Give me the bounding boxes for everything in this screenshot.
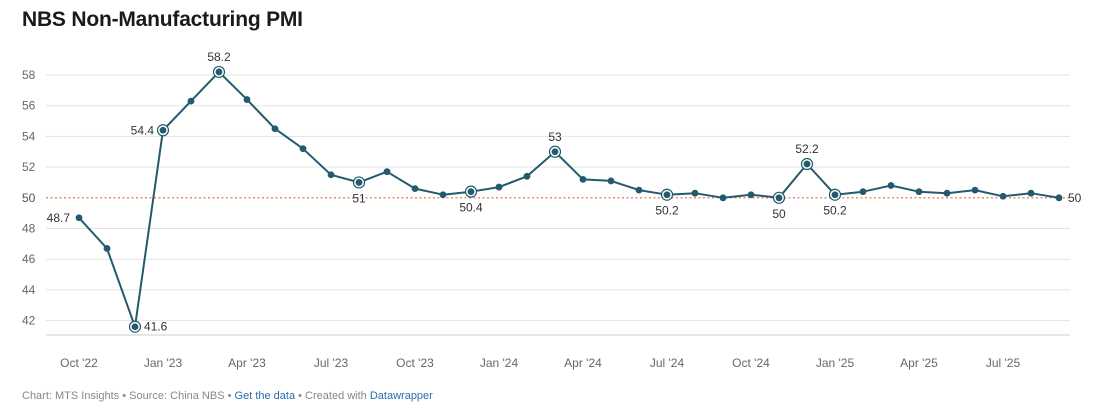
footer-separator: • <box>295 390 305 402</box>
data-point <box>972 187 979 194</box>
x-tick-label: Apr '23 <box>228 356 266 370</box>
data-label: 48.7 <box>47 211 71 225</box>
data-point <box>216 69 223 76</box>
x-tick-label: Oct '24 <box>732 356 770 370</box>
y-tick-label: 46 <box>22 252 36 266</box>
data-point <box>496 184 503 191</box>
x-tick-label: Oct '23 <box>396 356 434 370</box>
data-point <box>832 191 839 198</box>
footer-separator: • <box>119 390 129 402</box>
data-point <box>1028 190 1035 197</box>
y-tick-label: 50 <box>22 191 36 205</box>
data-label: 50.4 <box>459 201 483 215</box>
data-label: 41.6 <box>144 320 168 334</box>
data-label: 50.2 <box>823 204 847 218</box>
data-point <box>328 171 335 178</box>
line-chart: 42 44 46 48 50 52 54 56 58 50 Oct '22 Jan '23 Apr '2… <box>0 0 1095 385</box>
data-point <box>804 161 811 168</box>
series-line <box>79 72 1059 327</box>
get-data-link[interactable]: Get the data <box>235 390 296 402</box>
data-point <box>300 145 307 152</box>
chart-footer: Chart: MTS Insights • Source: China NBS … <box>22 390 433 402</box>
data-point <box>440 191 447 198</box>
y-tick-label: 54 <box>22 129 36 143</box>
data-point <box>664 191 671 198</box>
x-tick-label: Apr '24 <box>564 356 602 370</box>
data-point <box>608 178 615 185</box>
data-point <box>76 214 83 221</box>
data-label: 58.2 <box>207 50 231 64</box>
datawrapper-link[interactable]: Datawrapper <box>370 390 433 402</box>
x-tick-label: Jan '23 <box>144 356 183 370</box>
data-point <box>720 194 727 201</box>
x-tick-label: Jul '25 <box>986 356 1021 370</box>
x-tick-label: Jul '23 <box>314 356 349 370</box>
x-tick-label: Oct '22 <box>60 356 98 370</box>
x-tick-label: Jul '24 <box>650 356 685 370</box>
x-tick-label: Apr '25 <box>900 356 938 370</box>
data-point <box>468 188 475 195</box>
data-label: 53 <box>548 130 562 144</box>
data-point <box>384 168 391 175</box>
data-label: 54.4 <box>131 123 155 137</box>
y-tick-label: 44 <box>22 283 36 297</box>
footer-credit: Chart: MTS Insights <box>22 390 119 402</box>
y-tick-label: 58 <box>22 68 36 82</box>
x-tick-label: Jan '24 <box>480 356 519 370</box>
data-point <box>244 96 251 103</box>
data-point <box>272 125 279 132</box>
data-point <box>888 182 895 189</box>
footer-source: Source: China NBS <box>129 390 224 402</box>
footer-separator: • <box>225 390 235 402</box>
x-tick-label: Jan '25 <box>816 356 855 370</box>
data-point <box>580 176 587 183</box>
data-point <box>916 188 923 195</box>
y-tick-label: 56 <box>22 99 36 113</box>
data-point <box>1000 193 1007 200</box>
footer-created-with: Created with <box>305 390 370 402</box>
y-tick-label: 48 <box>22 222 36 236</box>
data-point <box>1056 194 1063 201</box>
data-point <box>188 98 195 105</box>
data-label: 51 <box>352 191 366 205</box>
data-point <box>104 245 111 252</box>
data-label: 50.2 <box>655 204 679 218</box>
data-point <box>776 194 783 201</box>
data-label: 50 <box>772 207 786 221</box>
data-point <box>524 173 531 180</box>
data-point <box>944 190 951 197</box>
data-label: 52.2 <box>795 142 819 156</box>
y-tick-label: 42 <box>22 314 36 328</box>
data-point <box>132 323 139 330</box>
data-point <box>412 185 419 192</box>
data-point <box>356 179 363 186</box>
data-point <box>860 188 867 195</box>
data-point <box>692 190 699 197</box>
y-tick-label: 52 <box>22 160 36 174</box>
data-point <box>160 127 167 134</box>
data-point <box>636 187 643 194</box>
data-label: 50 <box>1068 191 1082 205</box>
data-point <box>552 148 559 155</box>
data-point <box>748 191 755 198</box>
